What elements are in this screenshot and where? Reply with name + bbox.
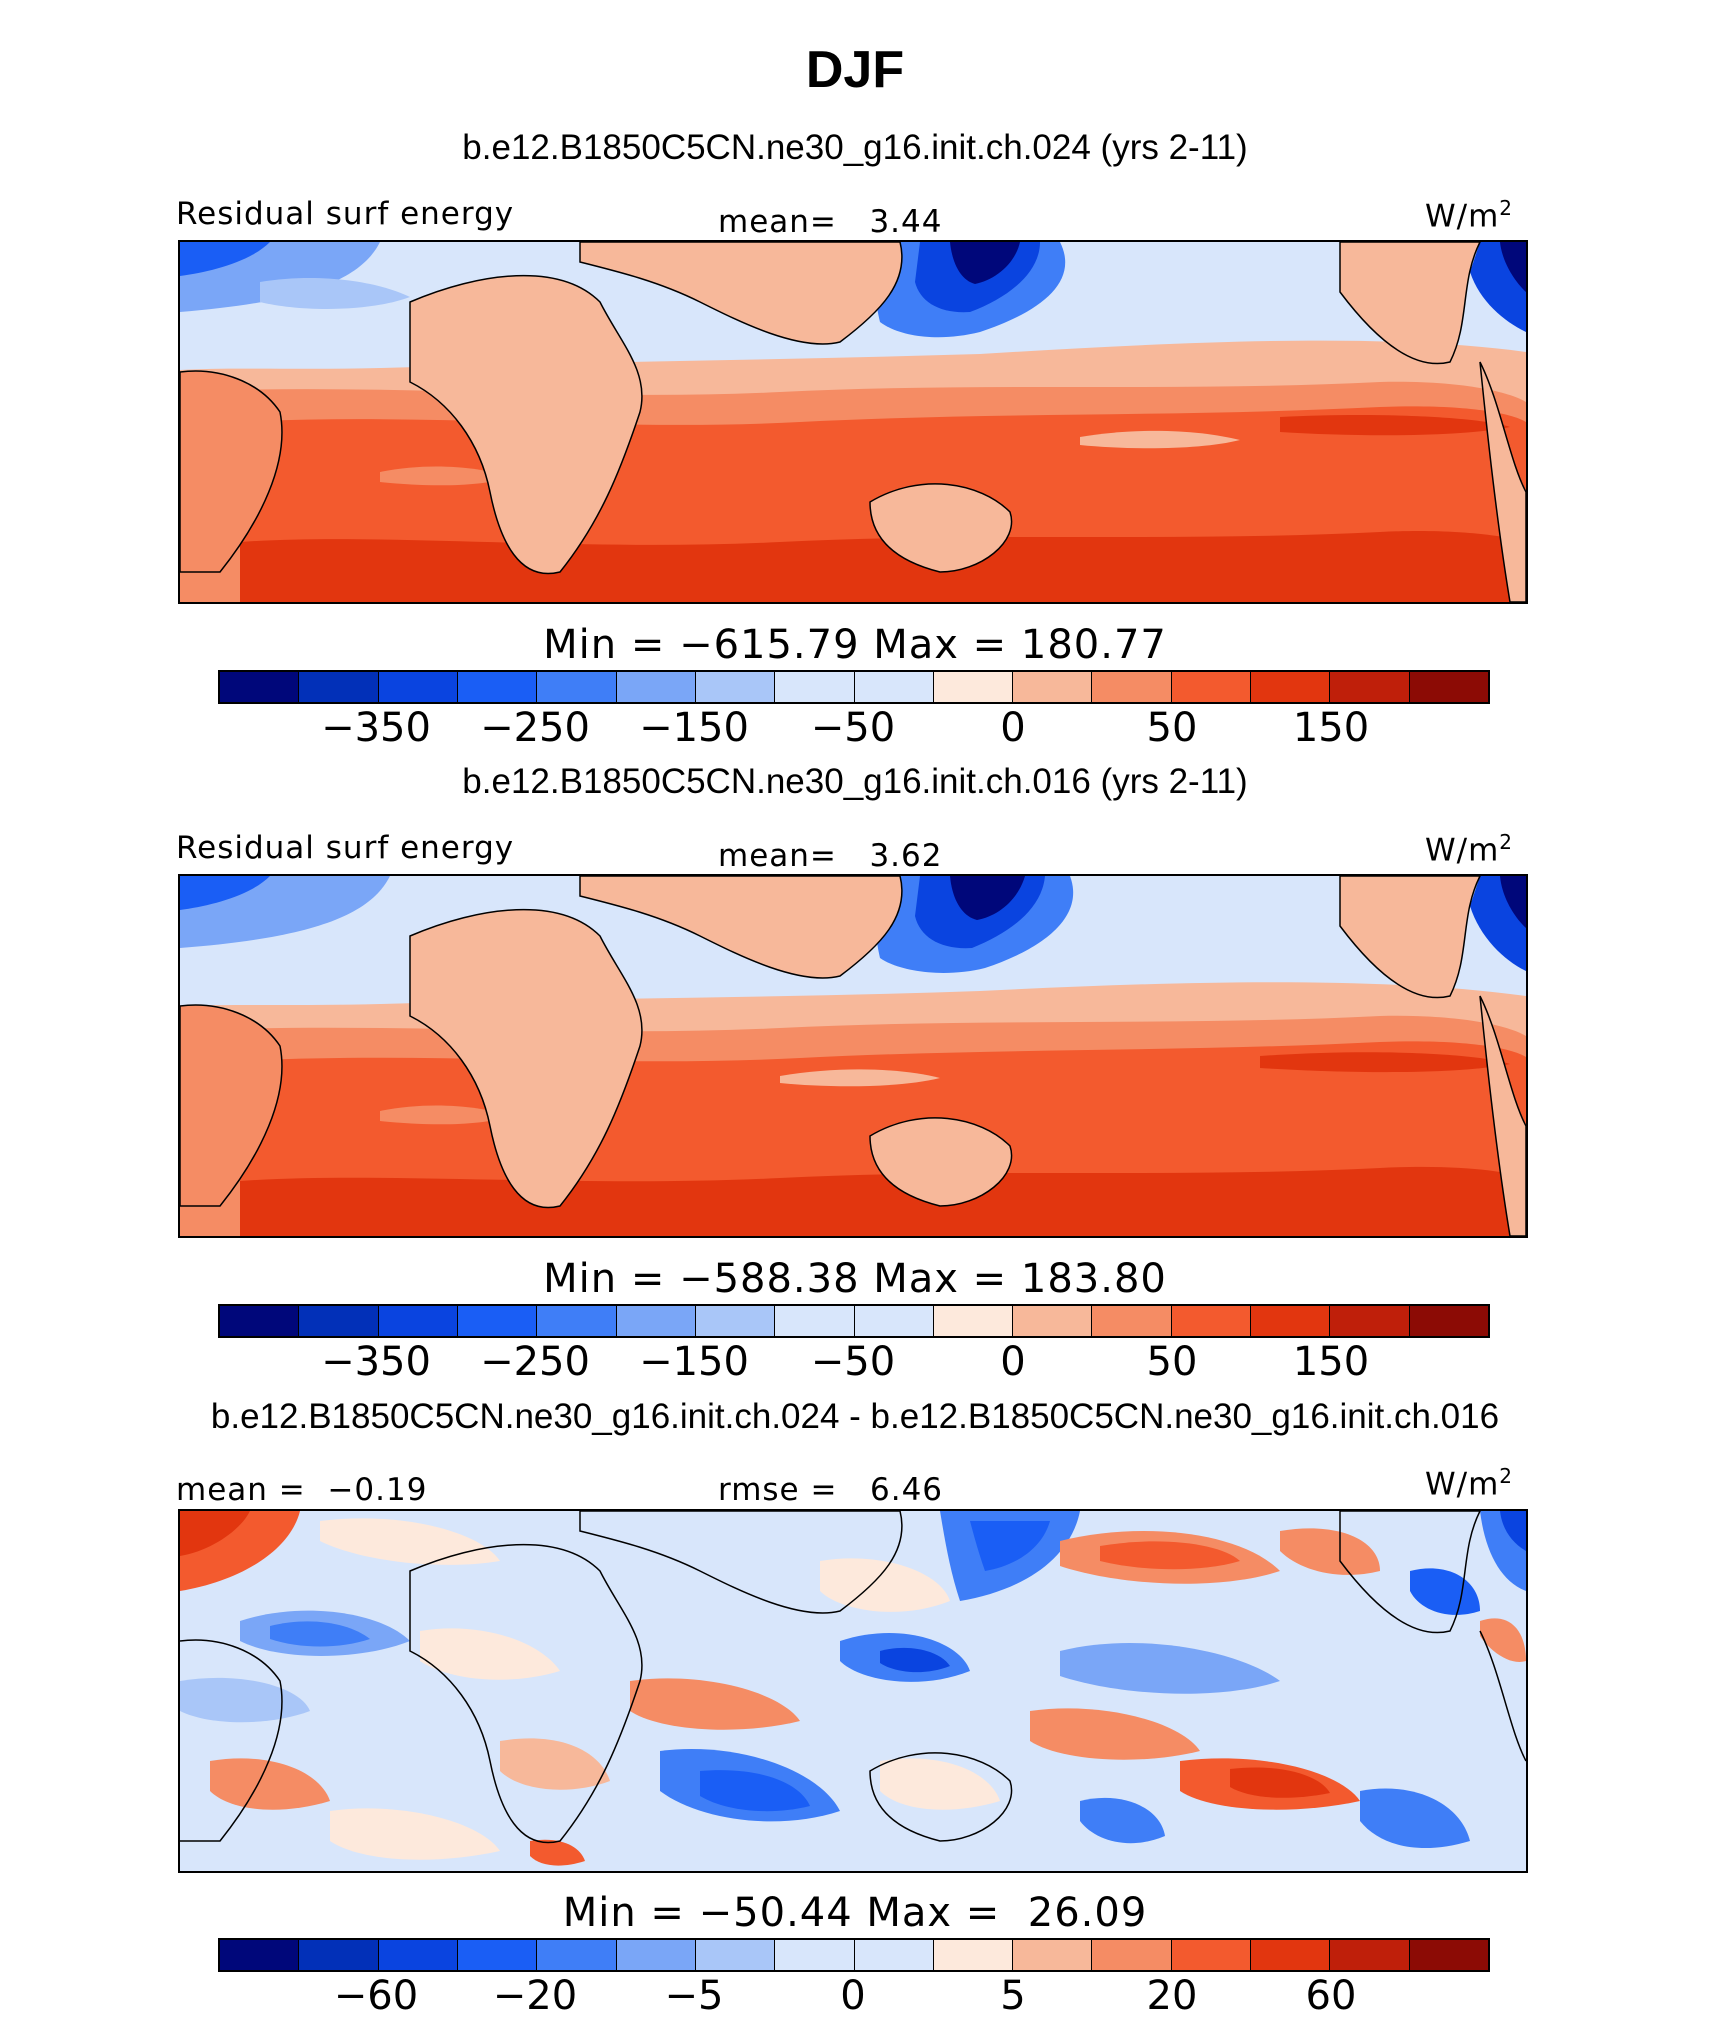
colorbar-box xyxy=(616,1306,696,1336)
colorbar-box xyxy=(1171,1940,1252,1970)
colorbar-box xyxy=(1409,1306,1488,1336)
colorbar-box xyxy=(775,1306,855,1336)
panel2-units-label: W/m2 xyxy=(1425,830,1514,869)
colorbar-box xyxy=(220,1940,300,1970)
panel2-colorbar-tick: −350 xyxy=(321,1339,431,1385)
panel1-colorbar-tick: −50 xyxy=(810,705,896,751)
colorbar-box xyxy=(378,1940,458,1970)
panel1-map xyxy=(178,240,1528,604)
panel1-colorbar-tick: 150 xyxy=(1292,705,1370,751)
colorbar-box xyxy=(1013,1940,1093,1970)
panel2-map-field xyxy=(180,876,1526,1236)
panel1-case-title: b.e12.B1850C5CN.ne30_g16.init.ch.024 (yr… xyxy=(462,128,1248,167)
panel3-colorbar-tick: −60 xyxy=(333,1973,419,2019)
colorbar-box xyxy=(933,672,1014,702)
panel2-variable-label: Residual surf energy xyxy=(176,830,515,866)
panel2-colorbar-tick: 0 xyxy=(1000,1339,1026,1385)
colorbar-box xyxy=(378,672,458,702)
colorbar-box xyxy=(1092,1940,1172,1970)
colorbar-box xyxy=(933,1306,1014,1336)
colorbar-box xyxy=(457,1306,538,1336)
panel1-colorbar-tick: 50 xyxy=(1146,705,1198,751)
panel3-colorbar xyxy=(218,1938,1490,1972)
colorbar-box xyxy=(457,672,538,702)
panel3-case-title: b.e12.B1850C5CN.ne30_g16.init.ch.024 - b… xyxy=(210,1397,1500,1436)
panel2-case-title: b.e12.B1850C5CN.ne30_g16.init.ch.016 (yr… xyxy=(462,762,1248,801)
colorbar-box xyxy=(1251,672,1331,702)
colorbar-box xyxy=(854,1940,934,1970)
panel3-colorbar-tick: 5 xyxy=(1000,1973,1026,2019)
colorbar-box xyxy=(1251,1940,1331,1970)
panel3-colorbar-tick: −5 xyxy=(664,1973,724,2019)
colorbar-box xyxy=(854,672,934,702)
panel1-variable-label: Residual surf energy xyxy=(176,196,515,232)
panel1-min-max: Min = −615.79 Max = 180.77 xyxy=(543,622,1167,668)
panel3-map xyxy=(178,1509,1528,1873)
panel3-colorbar-tick: 0 xyxy=(840,1973,866,2019)
colorbar-box xyxy=(1330,672,1410,702)
colorbar-box xyxy=(299,672,379,702)
colorbar-box xyxy=(1092,672,1172,702)
colorbar-box xyxy=(1171,672,1252,702)
colorbar-box xyxy=(854,1306,934,1336)
colorbar-box xyxy=(1409,672,1488,702)
colorbar-box xyxy=(695,1940,776,1970)
panel1-colorbar-tick: −250 xyxy=(480,705,590,751)
colorbar-box xyxy=(775,672,855,702)
panel2-colorbar xyxy=(218,1304,1490,1338)
colorbar-box xyxy=(457,1940,538,1970)
panel3-colorbar-tick: −20 xyxy=(492,1973,578,2019)
colorbar-box xyxy=(933,1940,1014,1970)
panel2-colorbar-tick: −250 xyxy=(480,1339,590,1385)
colorbar-box xyxy=(537,1306,617,1336)
panel1-colorbar-tick: 0 xyxy=(1000,705,1026,751)
panel3-mean-label: mean = −0.19 xyxy=(176,1472,428,1508)
colorbar-box xyxy=(537,672,617,702)
panel3-units-label: W/m2 xyxy=(1425,1464,1514,1503)
panel1-map-field xyxy=(180,242,1526,602)
panel3-map-field xyxy=(180,1511,1526,1871)
panel1-colorbar xyxy=(218,670,1490,704)
colorbar-box xyxy=(775,1940,855,1970)
panel3-rmse-label: rmse = 6.46 xyxy=(718,1472,944,1508)
colorbar-box xyxy=(1013,672,1093,702)
colorbar-box xyxy=(1092,1306,1172,1336)
colorbar-box xyxy=(537,1940,617,1970)
panel3-colorbar-tick: 60 xyxy=(1305,1973,1357,2019)
colorbar-box xyxy=(1013,1306,1093,1336)
panel2-map xyxy=(178,874,1528,1238)
panel2-colorbar-tick: 150 xyxy=(1292,1339,1370,1385)
colorbar-box xyxy=(695,672,776,702)
colorbar-box xyxy=(220,1306,300,1336)
colorbar-box xyxy=(378,1306,458,1336)
colorbar-box xyxy=(695,1306,776,1336)
panel3-min-max: Min = −50.44 Max = 26.09 xyxy=(562,1890,1148,1936)
panel1-mean-label: mean= 3.44 xyxy=(718,204,943,240)
colorbar-box xyxy=(616,672,696,702)
panel1-colorbar-tick: −350 xyxy=(321,705,431,751)
colorbar-box xyxy=(1409,1940,1488,1970)
panel2-colorbar-tick: −50 xyxy=(810,1339,896,1385)
colorbar-box xyxy=(220,672,300,702)
panel2-mean-label: mean= 3.62 xyxy=(718,838,943,874)
figure-title: DJF xyxy=(805,41,905,99)
panel2-colorbar-tick: 50 xyxy=(1146,1339,1198,1385)
colorbar-box xyxy=(1251,1306,1331,1336)
colorbar-box xyxy=(1171,1306,1252,1336)
colorbar-box xyxy=(299,1306,379,1336)
colorbar-box xyxy=(616,1940,696,1970)
panel2-colorbar-tick: −150 xyxy=(639,1339,749,1385)
panel3-colorbar-tick: 20 xyxy=(1146,1973,1198,2019)
colorbar-box xyxy=(1330,1306,1410,1336)
colorbar-box xyxy=(1330,1940,1410,1970)
panel1-colorbar-tick: −150 xyxy=(639,705,749,751)
colorbar-box xyxy=(299,1940,379,1970)
panel1-units-label: W/m2 xyxy=(1425,196,1514,235)
panel2-min-max: Min = −588.38 Max = 183.80 xyxy=(543,1256,1167,1302)
